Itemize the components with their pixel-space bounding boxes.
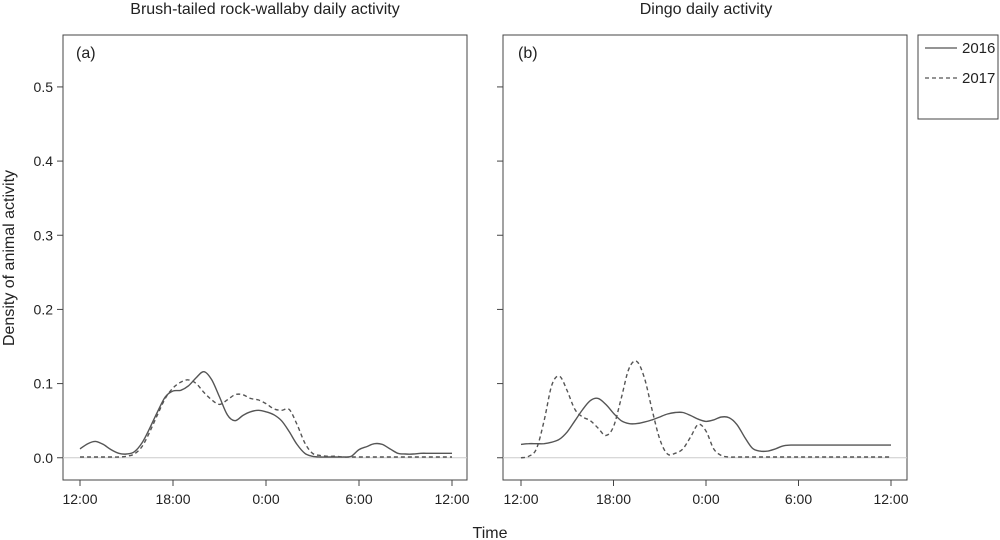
x-tick-label: 6:00 bbox=[345, 491, 372, 507]
x-tick-label: 18:00 bbox=[155, 491, 190, 507]
legend-2016-label: 2016 bbox=[962, 40, 995, 57]
legend-box bbox=[917, 34, 999, 120]
panel-b-title: Dingo daily activity bbox=[640, 1, 773, 18]
x-tick-label: 6:00 bbox=[785, 491, 812, 507]
x-tick-label: 12:00 bbox=[62, 491, 97, 507]
series-line-2017 bbox=[79, 379, 452, 458]
panel-a-title: Brush-tailed rock-wallaby daily activity bbox=[130, 1, 399, 18]
panel-a-frame bbox=[62, 34, 468, 481]
panel-b-frame bbox=[502, 34, 908, 481]
y-tick-label: 0.3 bbox=[34, 227, 54, 243]
x-tick-label: 0:00 bbox=[692, 491, 719, 507]
legend-2017-label: 2017 bbox=[962, 70, 995, 87]
panel-a-tag: (a) bbox=[76, 45, 96, 62]
series-line-2016 bbox=[79, 370, 452, 458]
y-tick-label: 0.2 bbox=[34, 301, 54, 317]
panel-b-plot-area: 12:00 18:00 0:00 6:00 12:00 bbox=[497, 86, 909, 507]
panel-b: Dingo daily activity (b) 12:00 18:00 0:00 6… bbox=[497, 1, 909, 507]
y-axis-title: Density of animal activity bbox=[1, 170, 18, 346]
y-tick-label: 0.5 bbox=[34, 79, 54, 95]
panel-b-tag: (b) bbox=[518, 45, 538, 62]
y-tick-label: 0.0 bbox=[34, 450, 54, 466]
series-line-2016 bbox=[520, 397, 891, 453]
x-tick-label: 18:00 bbox=[596, 491, 631, 507]
y-tick-label: 0.1 bbox=[34, 376, 54, 392]
series-line-2017 bbox=[520, 360, 891, 459]
panel-a-plot-area: 12:00 18:00 0:00 6:00 12:00 0.0 0.1 0.2 0.3 0.4 0.… bbox=[34, 79, 470, 507]
legend: 2016 2017 bbox=[917, 34, 999, 120]
x-tick-label: 12:00 bbox=[503, 491, 538, 507]
x-tick-label: 0:00 bbox=[252, 491, 279, 507]
y-tick-label: 0.4 bbox=[34, 153, 54, 169]
x-axis-title: Time bbox=[473, 525, 508, 540]
x-tick-label: 12:00 bbox=[434, 491, 469, 507]
x-tick-label: 12:00 bbox=[873, 491, 908, 507]
panel-a: Brush-tailed rock-wallaby daily activity… bbox=[34, 1, 470, 507]
